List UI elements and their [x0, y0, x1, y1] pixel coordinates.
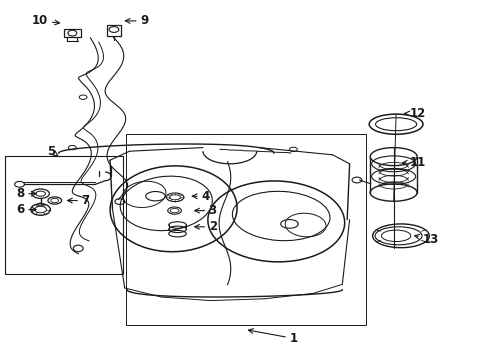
- Text: 11: 11: [402, 156, 426, 169]
- Bar: [106, 25, 121, 36]
- Text: 10: 10: [32, 14, 60, 27]
- Bar: [63, 29, 81, 37]
- Text: 9: 9: [125, 14, 148, 27]
- Text: 1: 1: [248, 329, 297, 345]
- Text: 13: 13: [414, 233, 438, 246]
- Bar: [126, 134, 365, 325]
- Text: 7: 7: [67, 194, 89, 207]
- Text: 6: 6: [17, 203, 36, 216]
- Text: 2: 2: [194, 220, 216, 233]
- Text: 4: 4: [192, 190, 209, 203]
- Text: 8: 8: [17, 187, 36, 200]
- Bar: [5, 156, 123, 274]
- Text: 12: 12: [404, 107, 426, 120]
- Text: 3: 3: [194, 204, 216, 217]
- Text: 5: 5: [47, 145, 58, 158]
